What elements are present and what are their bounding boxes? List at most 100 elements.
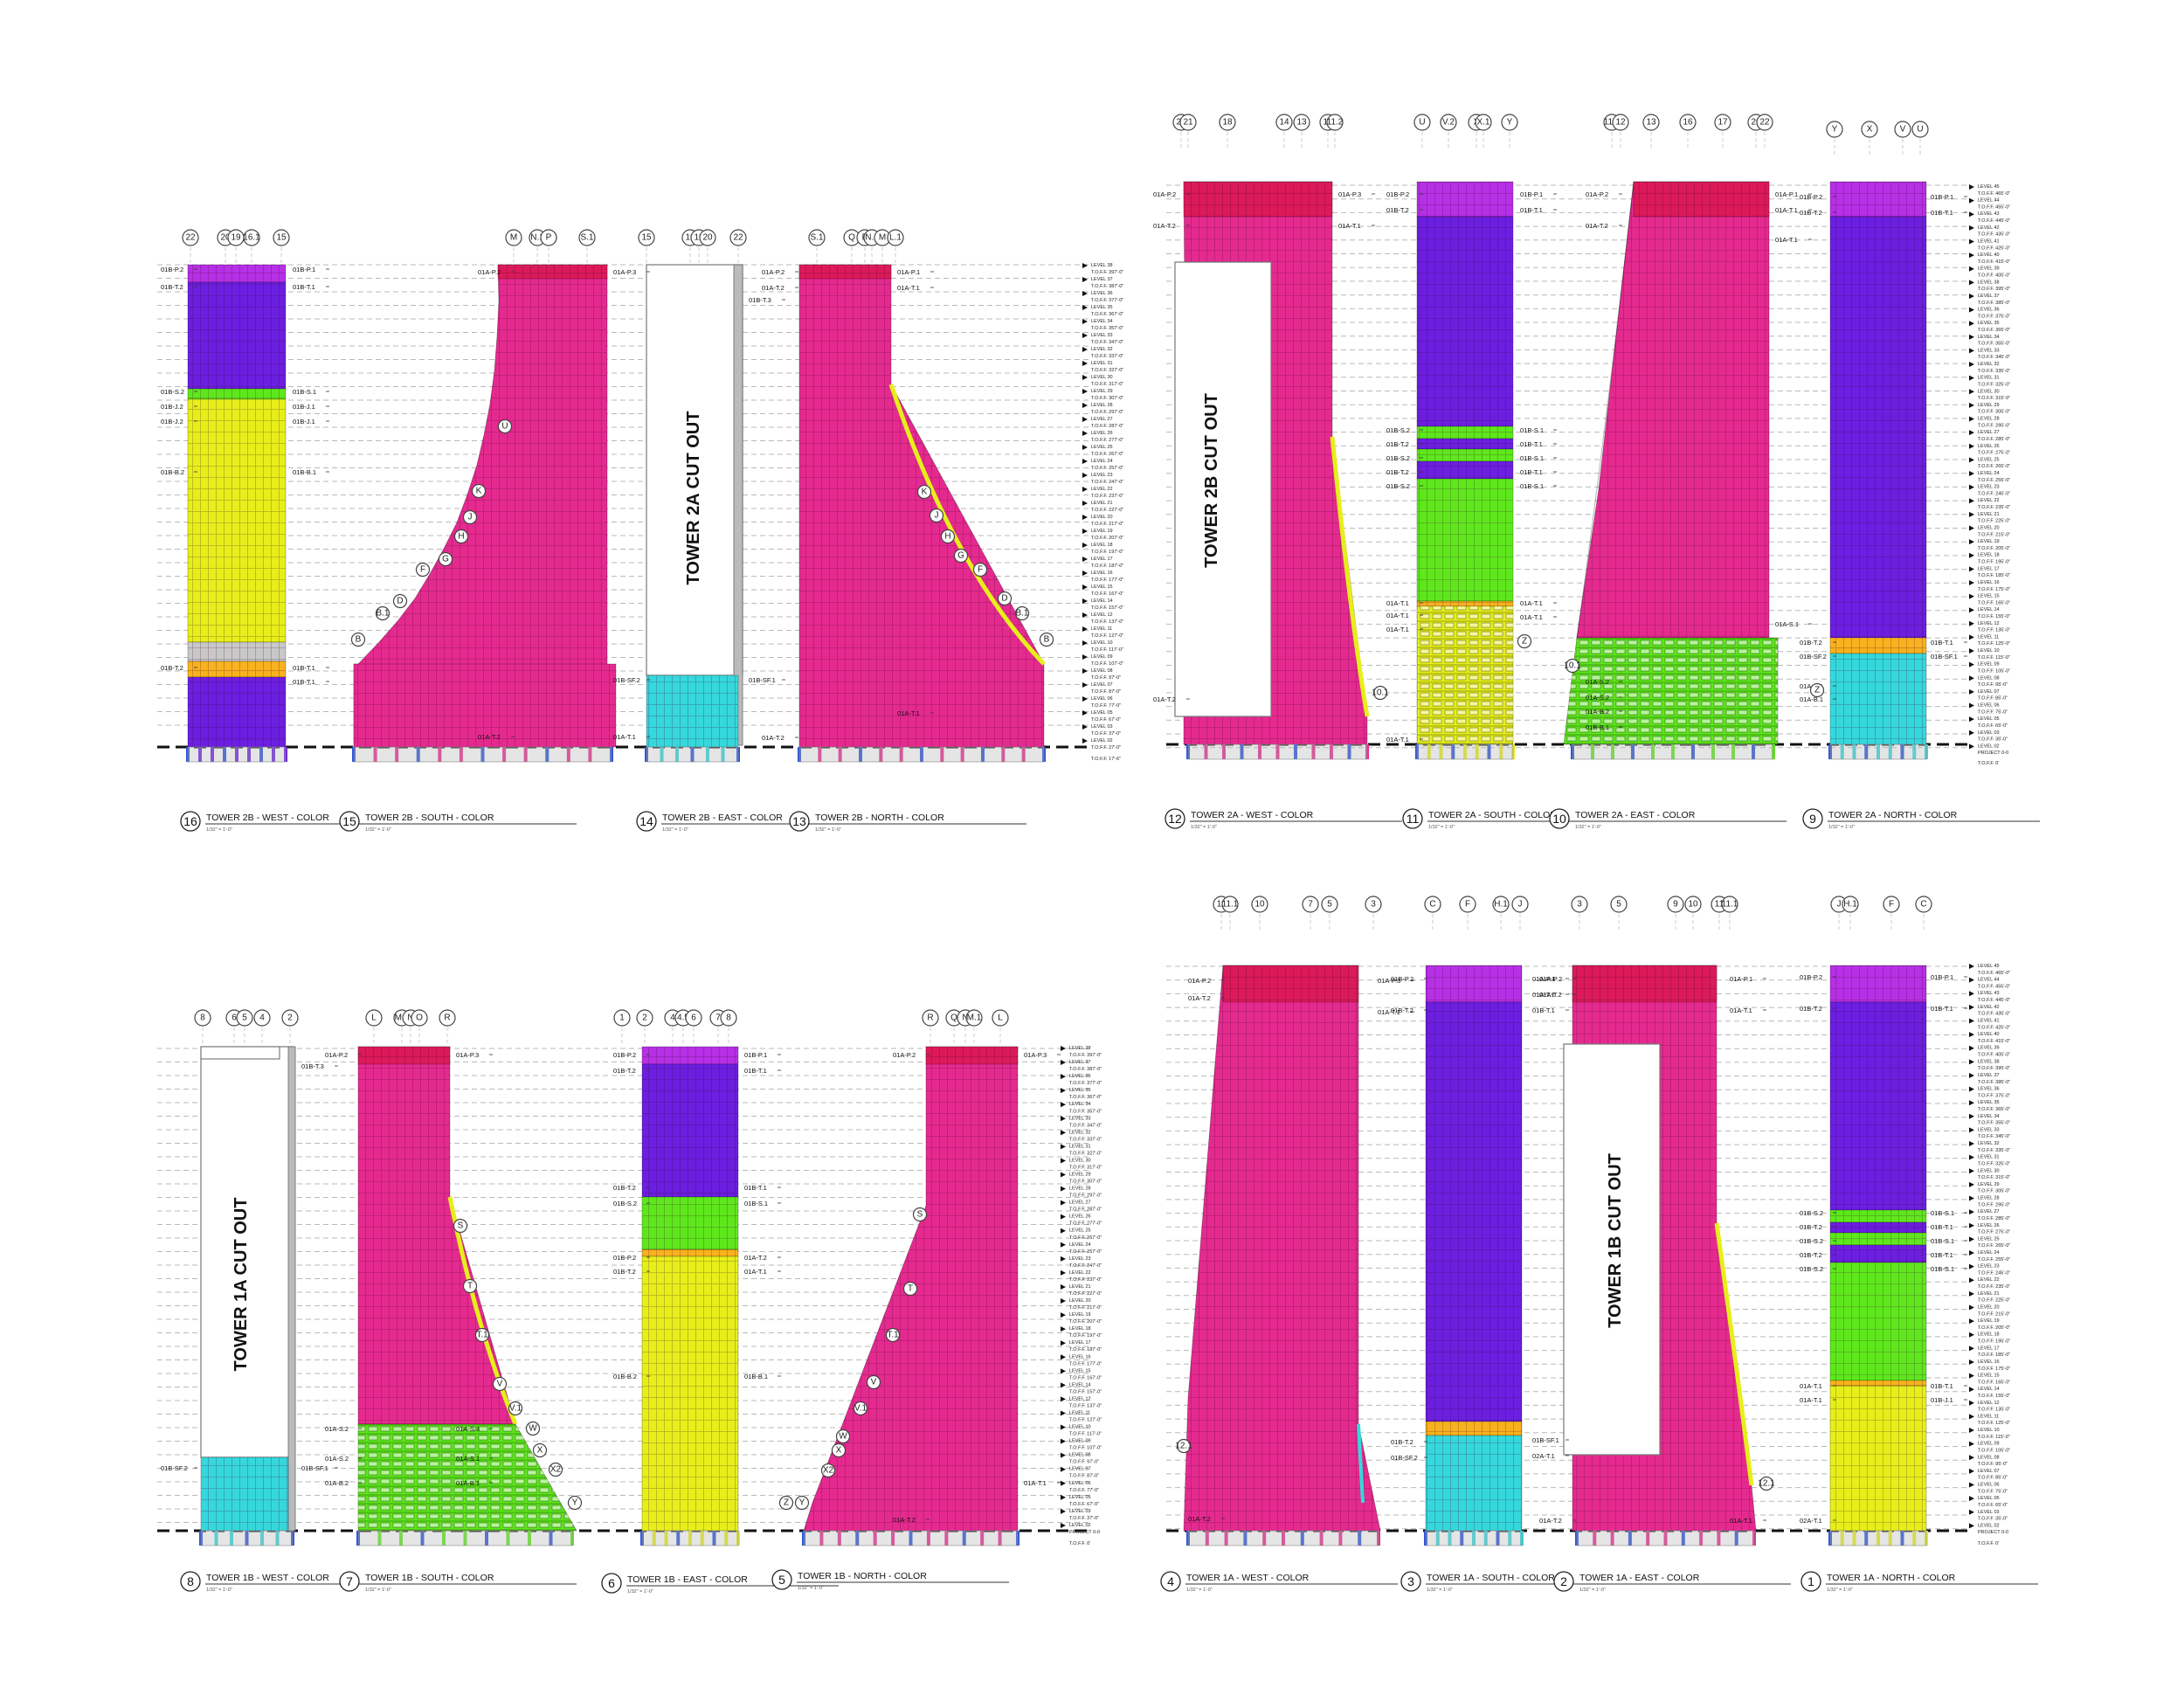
- view-scale: 1/32" = 1'-0": [1428, 825, 1455, 830]
- material-tag: 01B-P.1: [1520, 190, 1543, 198]
- material-tag: 01B-B.2: [613, 1373, 637, 1380]
- grid-bubble-label: 18: [1222, 118, 1233, 128]
- level-label: LEVEL 34: [1091, 319, 1113, 324]
- grid-bubble-label: 10.1: [1372, 688, 1389, 698]
- level-label: T.O.F.F. 315'-0": [1978, 396, 2010, 401]
- level-label: T.O.F.F. 395'-0": [1978, 287, 2010, 292]
- level-label: LEVEL 19: [1091, 529, 1113, 534]
- level-marker: [1969, 730, 1974, 736]
- level-label: LEVEL 21: [1978, 512, 2000, 517]
- level-marker: [1082, 291, 1088, 296]
- level-label: T.O.F.F. 175'-0": [1978, 587, 2010, 592]
- material-tag: 01B-P.2: [1800, 193, 1822, 201]
- material-tag: 01A-P.1: [1532, 975, 1555, 983]
- material-tag: 01B-B.1: [293, 468, 316, 476]
- material-tag: 01A-B.1: [1800, 695, 1823, 703]
- podium-column: [275, 1531, 280, 1546]
- level-label: LEVEL 35: [1091, 305, 1113, 310]
- level-label: T.O.F.F. 317'-0": [1091, 382, 1123, 387]
- grid-bubble: [965, 1009, 983, 1027]
- podium-column: [873, 1531, 877, 1546]
- level-marker: [1969, 1100, 1974, 1106]
- grid-bubble: [1014, 605, 1030, 621]
- grid-bubble: [720, 1009, 737, 1027]
- level-label: LEVEL 12: [1091, 612, 1113, 618]
- tower-purple-band-pattern: [1417, 439, 1513, 449]
- material-tag: 01B-S.1: [1520, 454, 1544, 462]
- grid-bubble-label: X: [1867, 125, 1873, 135]
- grid-bubble: [1517, 633, 1532, 649]
- material-tag: 01B-T.2: [1800, 1251, 1822, 1259]
- grid-bubble-label: J: [1518, 900, 1523, 910]
- level-label: LEVEL 38: [1091, 263, 1113, 268]
- grid-bubble-label: 4: [670, 1013, 675, 1023]
- level-label: T.O.F.F. 317'-0": [1069, 1165, 1102, 1170]
- level-marker: [1061, 1354, 1066, 1360]
- view-number: 16: [183, 814, 197, 828]
- podium-column: [1864, 744, 1869, 759]
- grid-bubble-label: U: [501, 422, 508, 432]
- material-tag: 01B-P.2: [613, 1051, 636, 1059]
- level-label: LEVEL 05: [1978, 1496, 2000, 1501]
- podium-base: [1829, 744, 1927, 760]
- view-number-circle: [1802, 808, 1823, 829]
- level-label: LEVEL 24: [1978, 471, 2000, 476]
- material-tag: 01A-S.1: [1775, 620, 1799, 628]
- podium-column: [260, 1531, 264, 1546]
- view-number: 6: [608, 1576, 615, 1590]
- level-label: T.O.F.F. 327'-0": [1091, 368, 1123, 373]
- level-label: LEVEL 29: [1978, 1182, 2000, 1187]
- grid-bubble-label: 21: [1183, 118, 1193, 128]
- level-marker: [1061, 1269, 1066, 1276]
- podium-column: [909, 1531, 913, 1546]
- level-label: LEVEL 42: [1978, 225, 2000, 231]
- level-label: T.O.F.F. 275'-0": [1978, 1230, 2010, 1235]
- view-number-circle: [339, 1571, 360, 1592]
- material-tag: 01A-P.3: [1378, 977, 1400, 985]
- material-tag: 01A-T.1: [1775, 206, 1798, 214]
- view-scale: 1/32" = 1'-0": [627, 1589, 653, 1595]
- material-tag: 01B-P.2: [161, 266, 183, 273]
- level-label: LEVEL 21: [1069, 1284, 1091, 1290]
- level-marker: [1969, 702, 1974, 709]
- level-marker: [1969, 1127, 1974, 1133]
- level-label: T.O.F.F. 197'-0": [1069, 1333, 1102, 1339]
- podium-column: [230, 1531, 233, 1546]
- level-marker: [1082, 529, 1088, 534]
- material-tag: 01B-P.1: [1931, 193, 1953, 201]
- tower-orange-band-pattern: [642, 1249, 738, 1256]
- grid-bubble-label: T: [467, 1282, 473, 1291]
- level-label: T.O.F.F. 235'-0": [1978, 1284, 2010, 1290]
- level-marker: [1061, 1283, 1066, 1290]
- level-label: LEVEL 41: [1978, 239, 2000, 244]
- podium-column: [485, 1531, 488, 1546]
- level-marker: [1969, 1059, 1974, 1065]
- level-label: LEVEL 18: [1069, 1326, 1091, 1332]
- material-tag: 01A-T.2: [762, 734, 784, 742]
- level-label: LEVEL 18: [1978, 1332, 2000, 1338]
- level-marker: [1061, 1046, 1066, 1051]
- grid-bubble: [853, 1401, 868, 1416]
- view-title: TOWER 1B - EAST - COLOR: [627, 1574, 748, 1585]
- podium-column: [675, 747, 679, 762]
- level-label: LEVEL 27: [1978, 430, 2000, 435]
- view-scale: 1/32" = 1'-0": [365, 827, 391, 833]
- level-label: T.O.F.F. 177'-0": [1091, 578, 1123, 583]
- material-tag: 01B-B.1: [744, 1373, 768, 1380]
- level-label: T.O.F.F. 305'-0": [1978, 1189, 2010, 1194]
- material-tag: 01A-T.2: [893, 1516, 916, 1524]
- grid-bubble-label: N: [407, 1013, 413, 1023]
- level-marker: [1061, 1074, 1066, 1080]
- tower-green-band-pattern: [1830, 1263, 1926, 1380]
- level-marker: [1969, 1318, 1974, 1325]
- grid-bubble-label: B.1: [1015, 609, 1028, 619]
- level-label: T.O.F.F. 77'-0": [1069, 1488, 1099, 1493]
- material-tag: 01A-T.2: [1586, 222, 1608, 230]
- grid-bubble-label: M.1: [395, 1013, 410, 1023]
- level-marker: [1082, 277, 1088, 282]
- grid-bubble-label: 17: [1717, 118, 1728, 128]
- level-label: T.O.F.F. 127'-0": [1069, 1418, 1102, 1423]
- material-tag: 01B-T.2: [1391, 1438, 1413, 1446]
- podium-column: [211, 747, 214, 762]
- tower-green-podium-pattern: [1564, 638, 1778, 744]
